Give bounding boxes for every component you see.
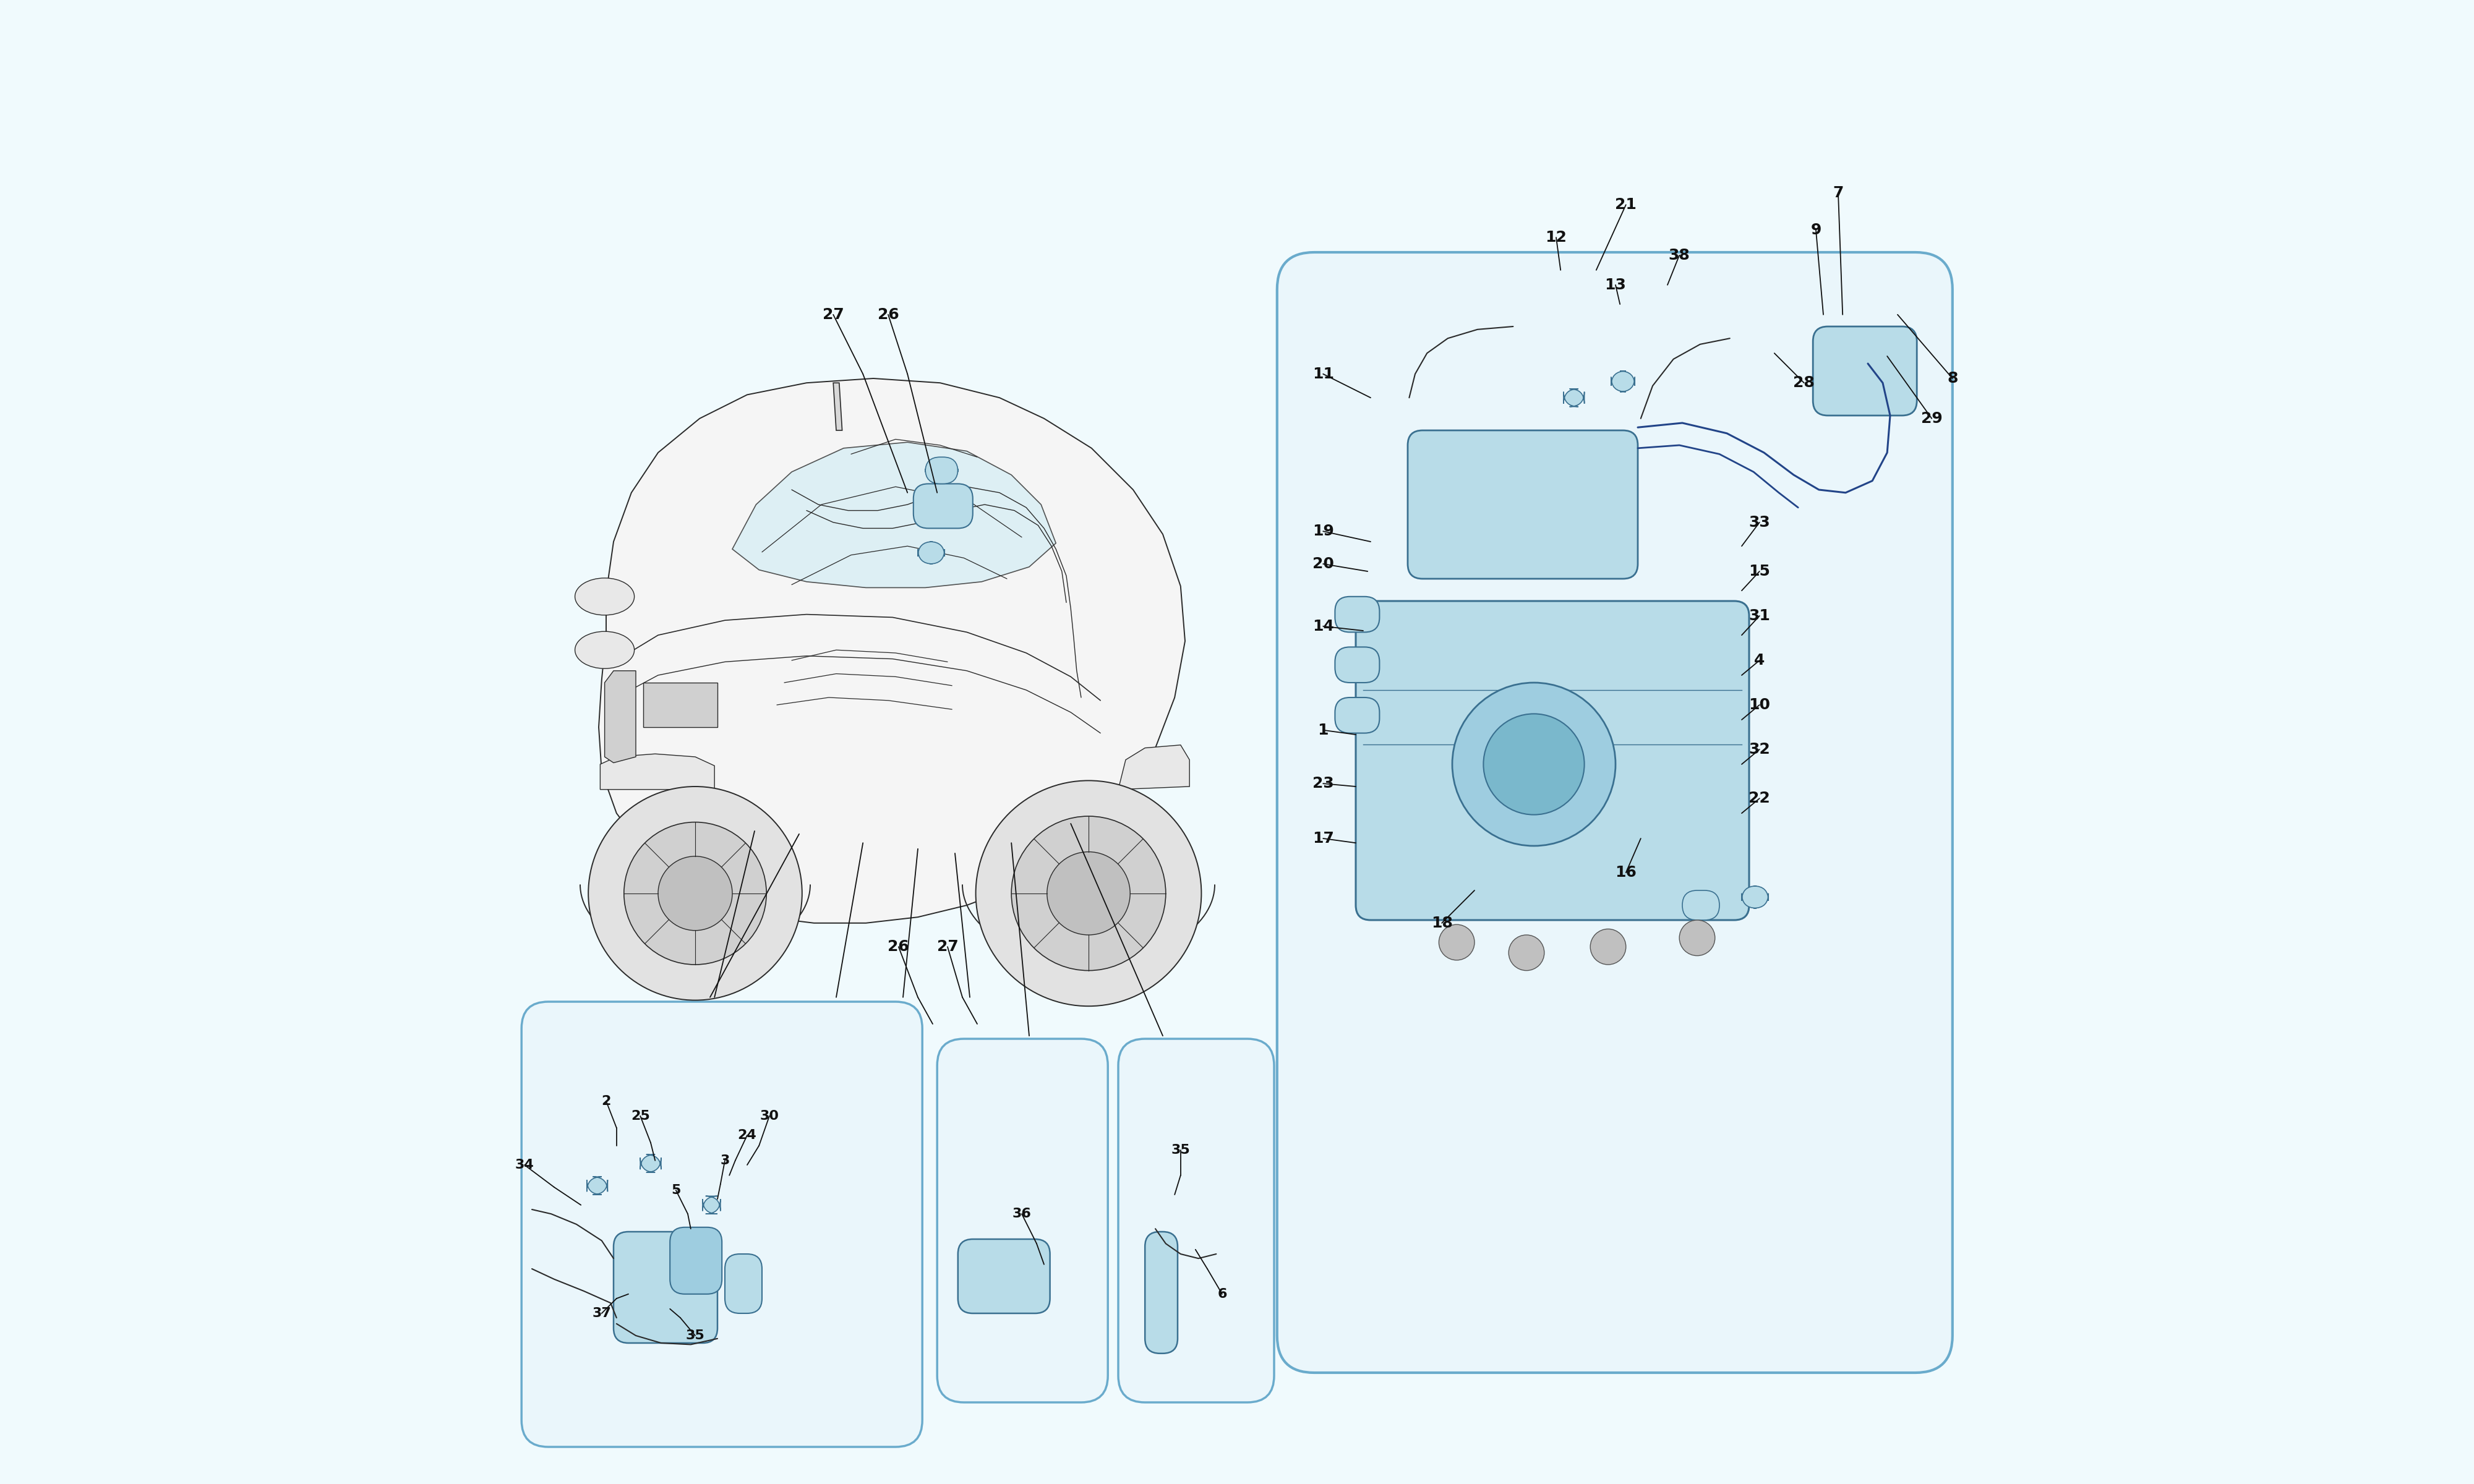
Text: 27: 27 (938, 939, 957, 954)
Ellipse shape (574, 577, 633, 614)
Text: 12: 12 (1546, 230, 1566, 245)
Text: 3: 3 (720, 1155, 730, 1166)
FancyBboxPatch shape (670, 1227, 722, 1294)
Text: 6: 6 (1217, 1288, 1227, 1300)
Polygon shape (643, 683, 717, 727)
Text: 34: 34 (515, 1159, 534, 1171)
FancyBboxPatch shape (1813, 326, 1917, 416)
Text: 9: 9 (1811, 223, 1821, 237)
Text: 10: 10 (1749, 697, 1771, 712)
Text: 18: 18 (1430, 916, 1452, 930)
Circle shape (1440, 925, 1475, 960)
Polygon shape (834, 383, 841, 430)
FancyBboxPatch shape (913, 484, 972, 528)
Text: 26: 26 (878, 307, 898, 322)
Text: 30: 30 (760, 1110, 779, 1122)
Text: 11: 11 (1311, 367, 1333, 381)
FancyBboxPatch shape (1682, 890, 1719, 920)
FancyBboxPatch shape (918, 542, 945, 564)
FancyBboxPatch shape (1336, 647, 1380, 683)
FancyBboxPatch shape (522, 1002, 923, 1447)
FancyBboxPatch shape (1277, 252, 1952, 1373)
FancyBboxPatch shape (1356, 601, 1749, 920)
Text: 23: 23 (1311, 776, 1333, 791)
Text: 26: 26 (888, 939, 910, 954)
Circle shape (623, 822, 767, 965)
Polygon shape (1118, 745, 1190, 789)
FancyBboxPatch shape (925, 457, 957, 484)
FancyBboxPatch shape (614, 1232, 717, 1343)
Polygon shape (601, 754, 715, 789)
Text: 8: 8 (1947, 371, 1957, 386)
Circle shape (658, 856, 732, 930)
Circle shape (1012, 816, 1165, 971)
Text: 13: 13 (1606, 278, 1625, 292)
Circle shape (1484, 714, 1583, 815)
Ellipse shape (574, 631, 633, 668)
Circle shape (1509, 935, 1544, 971)
Circle shape (1680, 920, 1714, 956)
Text: 1: 1 (1319, 723, 1329, 738)
Text: 15: 15 (1749, 564, 1771, 579)
FancyBboxPatch shape (1564, 389, 1583, 407)
Polygon shape (732, 442, 1056, 588)
FancyBboxPatch shape (725, 1254, 762, 1313)
FancyBboxPatch shape (641, 1155, 661, 1172)
Text: 27: 27 (821, 307, 844, 322)
Text: 17: 17 (1311, 831, 1333, 846)
Text: 21: 21 (1616, 197, 1638, 212)
Polygon shape (599, 378, 1185, 923)
Text: 32: 32 (1749, 742, 1771, 757)
Text: 7: 7 (1833, 186, 1843, 200)
Text: 19: 19 (1311, 524, 1333, 539)
FancyBboxPatch shape (1336, 697, 1380, 733)
FancyBboxPatch shape (1408, 430, 1638, 579)
Circle shape (1452, 683, 1616, 846)
Polygon shape (604, 671, 636, 763)
FancyBboxPatch shape (957, 1239, 1049, 1313)
FancyBboxPatch shape (1145, 1232, 1178, 1353)
FancyBboxPatch shape (703, 1196, 720, 1214)
Text: 2: 2 (601, 1095, 611, 1107)
Text: 4: 4 (1754, 653, 1764, 668)
Text: 20: 20 (1311, 556, 1333, 571)
Text: 28: 28 (1794, 375, 1816, 390)
Circle shape (1591, 929, 1625, 965)
Circle shape (975, 781, 1202, 1006)
Text: 36: 36 (1012, 1208, 1032, 1220)
Text: 38: 38 (1667, 248, 1690, 263)
FancyBboxPatch shape (1336, 597, 1380, 632)
FancyBboxPatch shape (1742, 886, 1769, 908)
Text: 29: 29 (1920, 411, 1942, 426)
FancyBboxPatch shape (1118, 1039, 1274, 1402)
Text: 33: 33 (1749, 515, 1771, 530)
Text: 25: 25 (631, 1110, 651, 1122)
Circle shape (1047, 852, 1131, 935)
Text: 22: 22 (1749, 791, 1771, 806)
Text: 16: 16 (1616, 865, 1638, 880)
FancyBboxPatch shape (938, 1039, 1108, 1402)
Text: 5: 5 (670, 1184, 680, 1196)
Circle shape (589, 787, 802, 1000)
Text: 35: 35 (685, 1330, 705, 1342)
FancyBboxPatch shape (586, 1177, 609, 1195)
FancyBboxPatch shape (1611, 371, 1635, 392)
Text: 37: 37 (591, 1307, 611, 1319)
Text: 24: 24 (737, 1129, 757, 1141)
Text: 31: 31 (1749, 608, 1771, 623)
Text: 14: 14 (1311, 619, 1333, 634)
Text: 35: 35 (1170, 1144, 1190, 1156)
